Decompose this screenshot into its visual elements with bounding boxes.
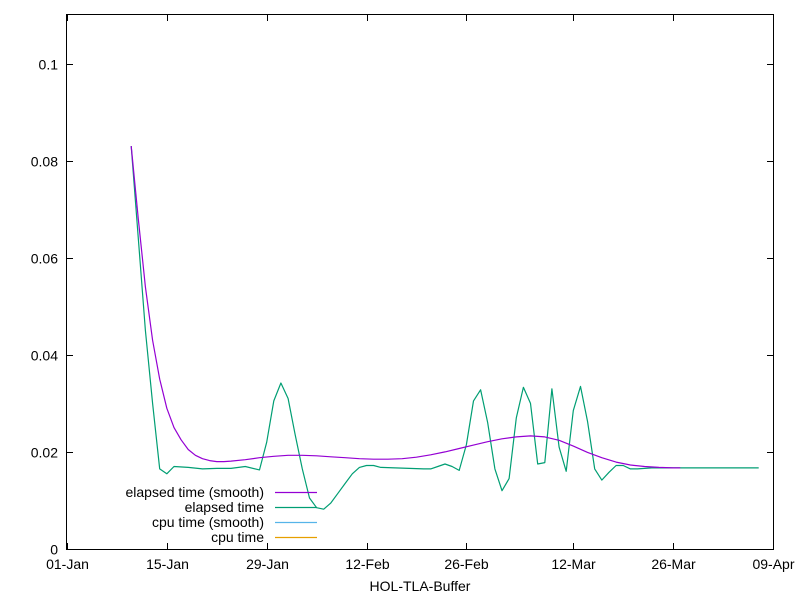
legend-label: elapsed time — [185, 499, 265, 515]
x-tick-label: 29-Jan — [246, 556, 289, 572]
x-tick-label: 12-Mar — [551, 556, 596, 572]
x-tick-label: 12-Feb — [345, 556, 390, 572]
x-tick-label: 09-Apr — [752, 556, 794, 572]
x-axis-label: HOL-TLA-Buffer — [370, 578, 471, 594]
y-tick-label: 0.04 — [31, 348, 58, 364]
plot-border — [66, 14, 774, 550]
y-tick-label: 0 — [50, 542, 58, 558]
y-tick-label: 0.1 — [39, 57, 59, 73]
y-axis-ticks: 0 0.02 0.04 0.06 0.08 0.1 — [31, 57, 773, 558]
y-tick-label: 0.06 — [31, 251, 58, 267]
legend-label: cpu time (smooth) — [152, 514, 264, 530]
x-tick-label: 15-Jan — [146, 556, 189, 572]
x-axis-ticks: 01-Jan 15-Jan 29-Jan 12-Feb 26-Feb 12-Mar 26-M… — [46, 15, 795, 572]
legend-label: elapsed time (smooth) — [125, 484, 264, 500]
x-tick-label: 26-Mar — [651, 556, 696, 572]
series-layer — [130, 146, 759, 510]
x-tick-label: 26-Feb — [444, 556, 489, 572]
x-tick-label: 01-Jan — [46, 556, 89, 572]
y-tick-label: 0.08 — [31, 154, 58, 170]
legend-label: cpu time — [211, 529, 264, 545]
y-tick-label: 0.02 — [31, 445, 58, 461]
series-line-elapsed-time-smooth — [130, 146, 681, 469]
series-line-elapsed-time — [130, 146, 759, 510]
